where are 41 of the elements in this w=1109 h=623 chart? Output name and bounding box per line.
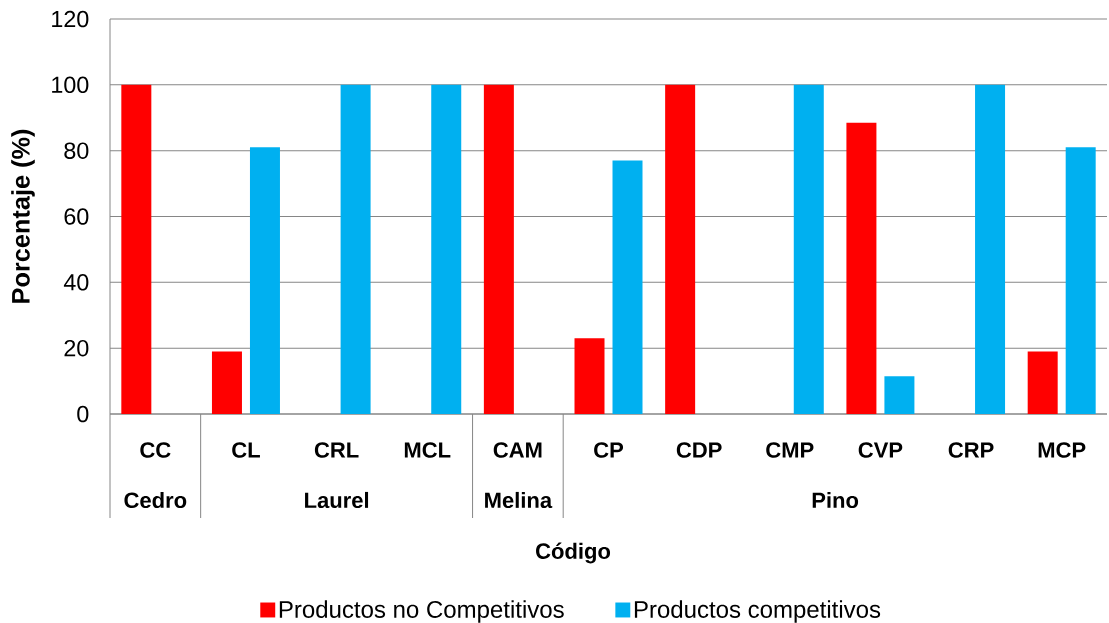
- bar: [884, 376, 915, 414]
- bar: [431, 84, 462, 414]
- y-tick-label: 20: [64, 339, 89, 357]
- bar: [121, 84, 152, 414]
- text: Laurel: [305, 491, 369, 509]
- x-tick-label: CAM: [493, 442, 542, 458]
- y-tick-label: 120: [52, 10, 89, 28]
- y-tick-label: 80: [64, 142, 89, 159]
- text: Melina: [485, 491, 553, 509]
- x-tick-label: CL: [232, 442, 260, 458]
- x-tick-label: CDP: [676, 442, 722, 458]
- bar: [574, 338, 605, 414]
- bar: [249, 147, 280, 414]
- bar: [1027, 351, 1058, 414]
- legend-label: Productos no Competitivos: [279, 600, 564, 623]
- x-tick-label: CVP: [858, 442, 903, 458]
- x-tick-label: MCP: [1038, 442, 1086, 458]
- x-tick-label: CC: [140, 442, 171, 458]
- bar: [665, 84, 696, 414]
- bar: [211, 351, 242, 414]
- x-tick-label: MCL: [404, 442, 451, 458]
- bar: [483, 84, 514, 414]
- text: Pino: [812, 491, 859, 509]
- legend-label: Productos competitivos: [634, 600, 881, 623]
- y-tick-label: 60: [64, 208, 89, 225]
- bar: [975, 84, 1006, 414]
- text: Cedro: [124, 491, 187, 509]
- x-axis-title: Código: [536, 542, 611, 564]
- bar: [793, 84, 824, 414]
- y-tick-label: 40: [63, 274, 89, 291]
- bar: [846, 122, 877, 414]
- y-axis-title: Porcentaje (%): [11, 129, 35, 303]
- x-tick-label: CRP: [948, 442, 994, 458]
- y-tick-label: 0: [77, 405, 89, 423]
- bar: [340, 84, 371, 414]
- y-tick-label: 100: [52, 76, 89, 94]
- bar: [612, 160, 643, 414]
- x-tick-label: CMP: [766, 442, 814, 458]
- x-tick-label: CP: [594, 442, 624, 458]
- x-tick-label: CRL: [314, 442, 359, 458]
- bar: [1065, 147, 1096, 414]
